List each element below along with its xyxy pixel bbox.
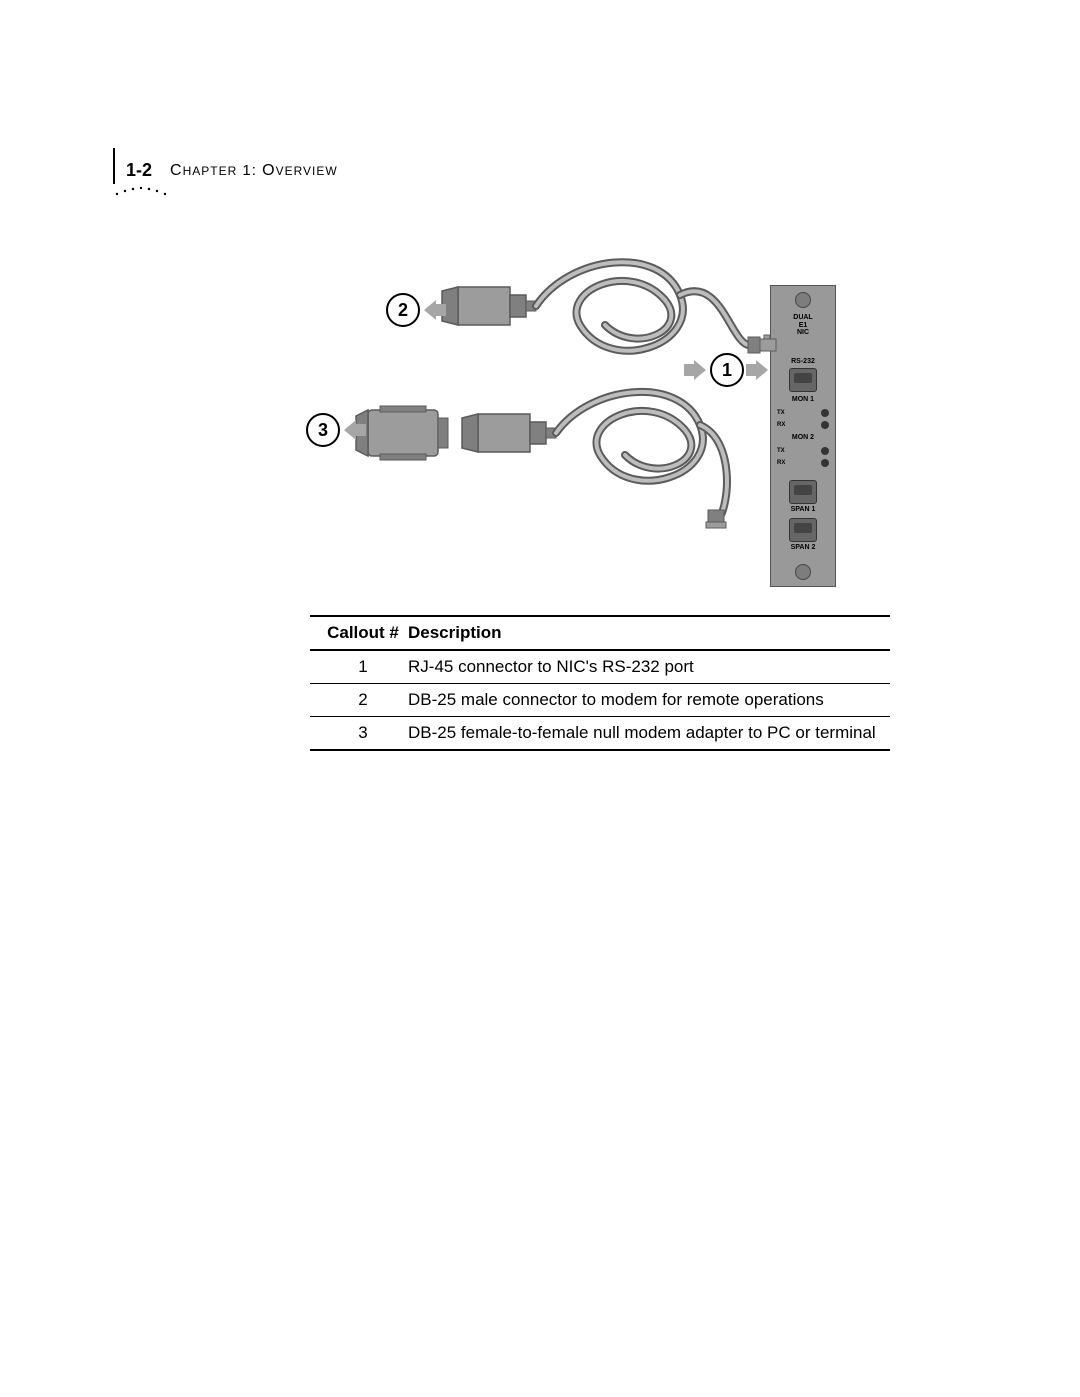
arrow-left-icon	[426, 302, 442, 318]
td-num: 1	[318, 657, 408, 677]
arrow-left-icon	[346, 422, 362, 438]
td-desc: DB-25 female-to-female null modem adapte…	[408, 723, 882, 743]
td-num: 3	[318, 723, 408, 743]
callout-number: 2	[386, 293, 420, 327]
chapter-num: 1:	[242, 162, 262, 179]
led-row: TX	[777, 408, 829, 418]
rj45-jack	[789, 480, 817, 504]
nic-label-mon1: MON 1	[771, 396, 835, 403]
page-number: 1-2	[126, 160, 152, 181]
nic-label-span1: SPAN 1	[771, 506, 835, 513]
th-callout: Callout #	[318, 623, 408, 643]
led-row: TX	[777, 446, 829, 456]
led-icon	[821, 447, 829, 455]
chapter-heading: CHAPTER 1: OVERVIEW	[170, 162, 338, 180]
diagram: DUAL E1 NIC RS-232 MON 1 TX RX MON 2 TX …	[310, 245, 860, 595]
overview-rest: VERVIEW	[276, 164, 338, 178]
callout-number: 3	[306, 413, 340, 447]
callout-number: 1	[710, 353, 744, 387]
page: 1-2 CHAPTER 1: OVERVIEW DUAL E1 NIC RS-2…	[0, 0, 1080, 1397]
callout-1: 1	[688, 353, 766, 387]
overview-cap: O	[262, 162, 275, 179]
rj45-jack	[789, 518, 817, 542]
callout-3: 3	[306, 413, 362, 447]
th-description: Description	[408, 623, 882, 643]
header-rule	[113, 148, 115, 184]
td-desc: DB-25 male connector to modem for remote…	[408, 690, 882, 710]
led-icon	[821, 409, 829, 417]
cable-bottom	[350, 370, 780, 530]
table-row: 3 DB-25 female-to-female null modem adap…	[310, 717, 890, 749]
screw-icon	[795, 292, 811, 308]
led-icon	[821, 459, 829, 467]
rj45-jack	[789, 368, 817, 392]
callout-table: Callout # Description 1 RJ-45 connector …	[310, 615, 890, 751]
nic-title: DUAL E1 NIC	[771, 314, 835, 337]
led-row: RX	[777, 458, 829, 468]
screw-icon	[795, 564, 811, 580]
chapter-cap: C	[170, 162, 183, 179]
nic-label-rs232: RS-232	[771, 358, 835, 365]
led-icon	[821, 421, 829, 429]
nic-label-mon2: MON 2	[771, 434, 835, 441]
table-row: 1 RJ-45 connector to NIC's RS-232 port	[310, 651, 890, 684]
table-header: Callout # Description	[310, 617, 890, 651]
arrow-right-icon	[750, 362, 766, 378]
dots-icon	[113, 184, 173, 196]
td-desc: RJ-45 connector to NIC's RS-232 port	[408, 657, 882, 677]
td-num: 2	[318, 690, 408, 710]
table-row: 2 DB-25 male connector to modem for remo…	[310, 684, 890, 717]
arrow-right-icon	[688, 362, 704, 378]
led-row: RX	[777, 420, 829, 430]
nic-label-span2: SPAN 2	[771, 544, 835, 551]
chapter-rest: HAPTER	[183, 164, 238, 178]
callout-2: 2	[386, 293, 442, 327]
